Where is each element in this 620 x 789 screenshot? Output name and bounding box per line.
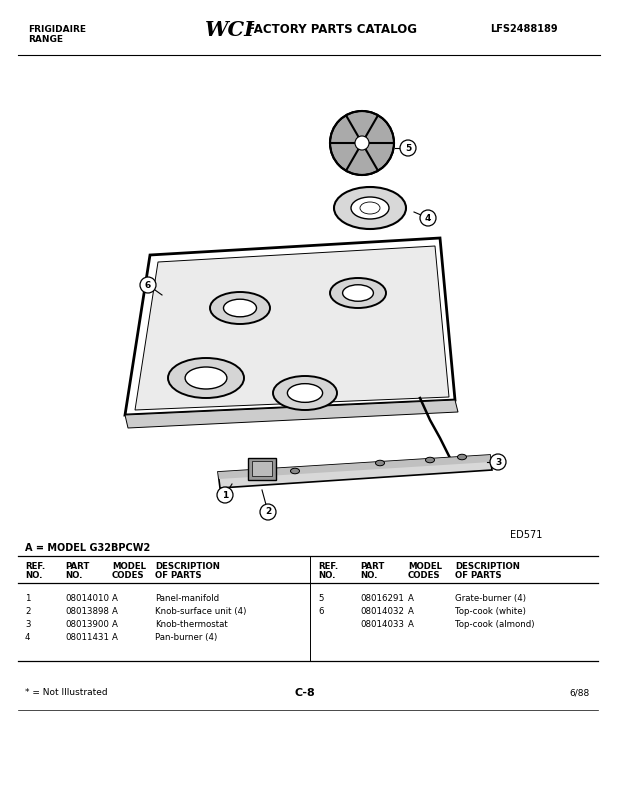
Text: Knob-surface unit (4): Knob-surface unit (4) <box>155 607 246 616</box>
Circle shape <box>490 454 506 470</box>
Text: A: A <box>408 594 414 603</box>
Text: 5: 5 <box>405 144 411 152</box>
Text: A: A <box>112 607 118 616</box>
Ellipse shape <box>168 358 244 398</box>
Circle shape <box>400 140 416 156</box>
Text: 4: 4 <box>425 214 431 222</box>
FancyBboxPatch shape <box>252 461 272 476</box>
Text: 2: 2 <box>25 607 30 616</box>
Polygon shape <box>125 400 458 428</box>
Text: Panel-manifold: Panel-manifold <box>155 594 219 603</box>
Text: NO.: NO. <box>25 571 43 580</box>
Ellipse shape <box>185 367 227 389</box>
Circle shape <box>260 504 276 520</box>
Text: 6/88: 6/88 <box>570 688 590 697</box>
FancyBboxPatch shape <box>248 458 276 480</box>
Text: CODES: CODES <box>408 571 441 580</box>
Text: C-8: C-8 <box>294 688 316 698</box>
Circle shape <box>355 136 369 150</box>
Text: FACTORY PARTS CATALOG: FACTORY PARTS CATALOG <box>243 23 417 36</box>
Circle shape <box>217 487 233 503</box>
Text: RANGE: RANGE <box>28 35 63 44</box>
Ellipse shape <box>291 468 299 473</box>
Text: A = MODEL G32BPCW2: A = MODEL G32BPCW2 <box>25 543 150 553</box>
Text: 08016291: 08016291 <box>360 594 404 603</box>
Text: MODEL: MODEL <box>408 562 442 571</box>
Text: Top-cook (white): Top-cook (white) <box>455 607 526 616</box>
Text: NO.: NO. <box>318 571 335 580</box>
Ellipse shape <box>351 197 389 219</box>
Text: A: A <box>112 633 118 642</box>
Ellipse shape <box>210 292 270 324</box>
Text: CODES: CODES <box>112 571 144 580</box>
Text: 1: 1 <box>25 594 30 603</box>
Text: A: A <box>408 607 414 616</box>
Text: 08014010: 08014010 <box>65 594 109 603</box>
Text: NO.: NO. <box>65 571 82 580</box>
Ellipse shape <box>458 454 466 460</box>
Text: REF.: REF. <box>25 562 45 571</box>
Text: Knob-thermostat: Knob-thermostat <box>155 620 228 629</box>
Text: DESCRIPTION: DESCRIPTION <box>155 562 220 571</box>
Text: NO.: NO. <box>360 571 378 580</box>
Ellipse shape <box>264 470 273 476</box>
Text: Grate-burner (4): Grate-burner (4) <box>455 594 526 603</box>
Text: PART: PART <box>360 562 384 571</box>
Text: MODEL: MODEL <box>112 562 146 571</box>
Text: 08014033: 08014033 <box>360 620 404 629</box>
Text: OF PARTS: OF PARTS <box>455 571 502 580</box>
Text: A: A <box>112 620 118 629</box>
Text: * = Not Illustrated: * = Not Illustrated <box>25 688 108 697</box>
Text: DESCRIPTION: DESCRIPTION <box>455 562 520 571</box>
Text: OF PARTS: OF PARTS <box>155 571 202 580</box>
Text: LFS2488189: LFS2488189 <box>490 24 557 34</box>
Text: REF.: REF. <box>318 562 339 571</box>
Text: 3: 3 <box>25 620 30 629</box>
Text: ED571: ED571 <box>510 530 542 540</box>
Circle shape <box>330 111 394 175</box>
Ellipse shape <box>223 299 257 317</box>
Text: PART: PART <box>65 562 89 571</box>
Text: 2: 2 <box>265 507 271 517</box>
Text: Top-cook (almond): Top-cook (almond) <box>455 620 534 629</box>
Polygon shape <box>135 246 449 410</box>
Ellipse shape <box>334 187 406 229</box>
Text: 1: 1 <box>222 491 228 499</box>
Ellipse shape <box>425 458 435 463</box>
Text: 4: 4 <box>25 633 30 642</box>
Ellipse shape <box>343 285 373 301</box>
Ellipse shape <box>288 383 322 402</box>
Text: 6: 6 <box>318 607 324 616</box>
Circle shape <box>140 277 156 293</box>
Text: 08011431: 08011431 <box>65 633 109 642</box>
Polygon shape <box>218 455 491 479</box>
Ellipse shape <box>273 376 337 410</box>
Text: 6: 6 <box>145 281 151 290</box>
Text: 08013900: 08013900 <box>65 620 109 629</box>
Text: A: A <box>408 620 414 629</box>
Text: Pan-burner (4): Pan-burner (4) <box>155 633 217 642</box>
Text: FRIGIDAIRE: FRIGIDAIRE <box>28 25 86 34</box>
Text: 5: 5 <box>318 594 324 603</box>
Ellipse shape <box>376 460 384 466</box>
Ellipse shape <box>330 278 386 308</box>
Circle shape <box>420 210 436 226</box>
Text: 3: 3 <box>495 458 501 466</box>
Polygon shape <box>218 455 492 488</box>
Text: 08013898: 08013898 <box>65 607 109 616</box>
Text: A: A <box>112 594 118 603</box>
Text: 08014032: 08014032 <box>360 607 404 616</box>
Text: WCI: WCI <box>205 20 255 40</box>
